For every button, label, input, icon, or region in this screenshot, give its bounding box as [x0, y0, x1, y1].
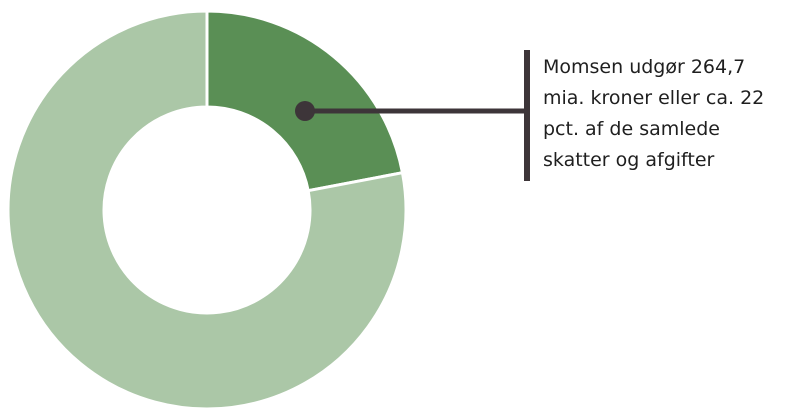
annotation-line-4: skatter og afgifter — [543, 149, 715, 171]
donut-slice-2 — [6, 9, 408, 408]
donut-slice-1 — [205, 9, 405, 193]
annotation-marker-dot — [295, 101, 315, 121]
annotation-line-2: mia. kroner eller ca. 22 — [543, 87, 765, 109]
annotation-line-1: Momsen udgør 264,7 — [543, 56, 746, 78]
annotation-text: Momsen udgør 264,7 mia. kroner eller ca.… — [543, 52, 783, 176]
donut-slices — [6, 9, 408, 408]
annotation-callout — [295, 50, 530, 181]
annotation-line-3: pct. af de samlede — [543, 118, 720, 140]
